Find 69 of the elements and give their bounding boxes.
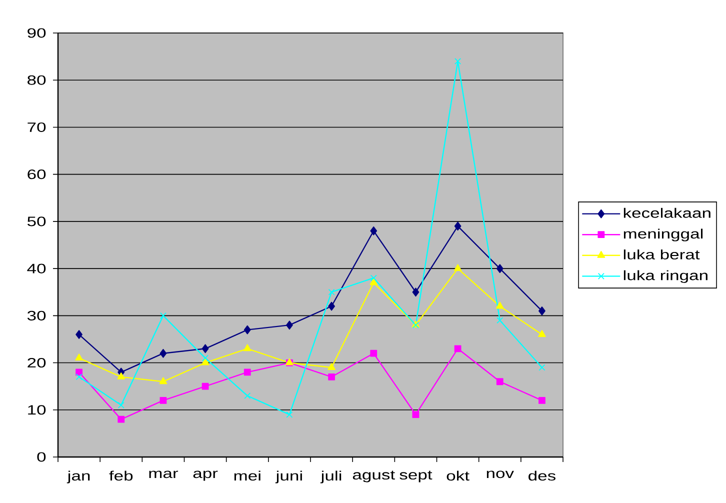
point <box>538 330 546 337</box>
point <box>202 382 209 390</box>
point <box>496 378 504 386</box>
x-tick-label: sept <box>400 470 432 482</box>
point <box>160 397 167 404</box>
point <box>76 374 82 380</box>
x-tick-label: jan <box>66 470 90 484</box>
point <box>496 317 504 324</box>
point <box>538 397 546 404</box>
y-tick-label: 10 <box>28 405 46 415</box>
point <box>496 302 504 309</box>
y-tick-label: 90 <box>28 28 46 38</box>
point <box>370 274 377 282</box>
x-tick-label: feb <box>109 470 133 481</box>
point <box>118 416 125 423</box>
point <box>412 288 420 297</box>
y-tick-label: 20 <box>28 358 46 368</box>
point <box>160 312 166 319</box>
point <box>160 348 167 358</box>
point <box>328 288 335 296</box>
legend-label: kecelakaan <box>624 208 710 218</box>
point <box>454 345 462 352</box>
y-tick-label: 0 <box>37 452 46 462</box>
point <box>538 364 546 371</box>
point <box>328 363 336 370</box>
point <box>370 278 378 286</box>
point <box>75 354 83 361</box>
legend-label: luka ringan <box>624 270 708 283</box>
y-tick-label: 30 <box>27 310 46 320</box>
point <box>244 392 251 400</box>
x-tick-label: nov <box>486 470 514 478</box>
x-tick-label: juli <box>320 470 342 484</box>
point <box>243 344 252 352</box>
y-tick-label: 40 <box>27 264 46 274</box>
x-tick-label: mei <box>234 470 260 481</box>
point <box>202 354 209 362</box>
point <box>412 411 420 418</box>
x-tick-label: okt <box>446 470 470 481</box>
x-tick-label: mar <box>149 470 178 478</box>
point <box>159 377 168 384</box>
point <box>454 58 462 65</box>
point <box>538 306 546 316</box>
x-tick-label: agust <box>352 470 395 482</box>
point <box>202 344 209 354</box>
point <box>76 368 82 376</box>
point <box>496 264 504 274</box>
legend-label: meninggal <box>624 228 703 242</box>
y-tick-label: 70 <box>28 122 46 132</box>
point <box>76 330 82 339</box>
point <box>454 222 462 231</box>
point <box>370 226 378 236</box>
point <box>244 368 251 376</box>
point <box>328 302 335 311</box>
point <box>328 373 335 380</box>
point <box>454 264 462 272</box>
point <box>370 350 378 357</box>
x-tick-label: apr <box>193 470 218 481</box>
x-tick-label: des <box>528 470 556 481</box>
point <box>201 358 210 366</box>
point <box>118 402 124 408</box>
legend-label: luka berat <box>624 249 700 260</box>
y-tick-label: 50 <box>27 216 46 226</box>
point <box>286 320 293 330</box>
y-tick-label: 60 <box>28 170 46 180</box>
point <box>244 325 251 334</box>
point <box>117 372 126 380</box>
y-tick-label: 80 <box>28 75 46 85</box>
point <box>286 411 293 418</box>
x-tick-label: juni <box>275 470 302 484</box>
